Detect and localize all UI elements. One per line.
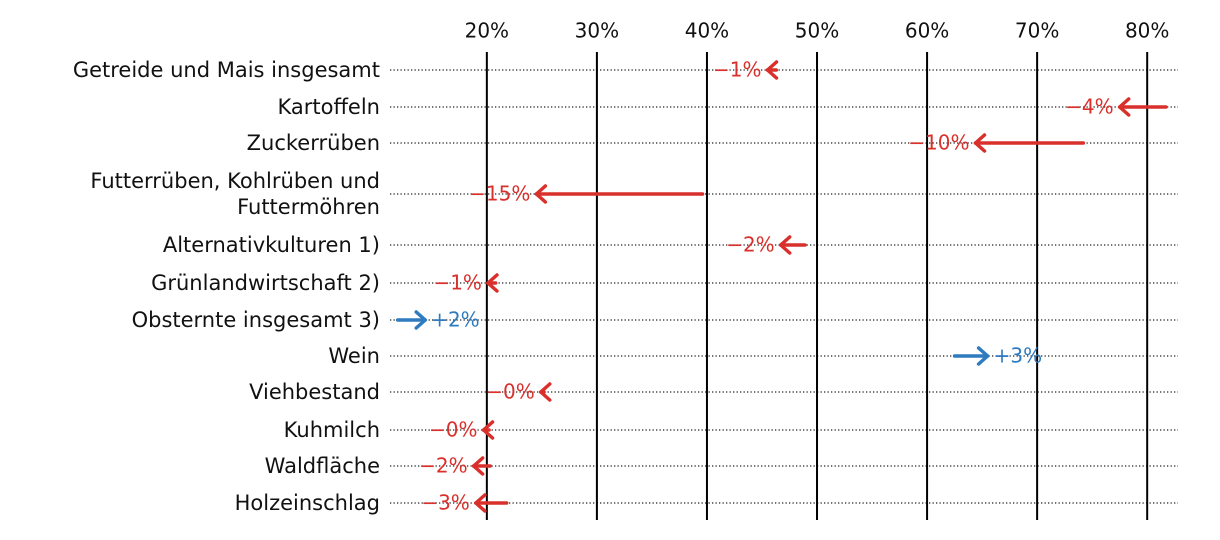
arrow-part (481, 420, 495, 440)
x-tick-label: 50% (795, 19, 839, 43)
value-label: +2% (431, 308, 480, 332)
arrow (486, 273, 499, 293)
arrow (1117, 97, 1168, 117)
value-label: −0% (429, 418, 478, 442)
category-label: Obsternte insgesamt 3) (131, 308, 380, 332)
arrow-part (976, 346, 990, 366)
value-label: −3% (421, 491, 470, 515)
arrow (534, 184, 705, 204)
arrow-part (471, 456, 485, 476)
arrow (973, 133, 1086, 153)
category-label: Kartoffeln (277, 95, 380, 119)
arrow-part (778, 235, 792, 255)
value-label: −10% (908, 131, 969, 155)
x-tick-label: 60% (905, 19, 949, 43)
arrow (474, 493, 509, 513)
arrow-part (765, 60, 779, 80)
category-label: Holzeinschlag (234, 491, 380, 515)
value-label: −1% (433, 271, 482, 295)
x-tick-label: 70% (1015, 19, 1059, 43)
arrow-part (534, 184, 548, 204)
arrow-part (973, 133, 987, 153)
x-tick-label: 80% (1125, 19, 1169, 43)
x-tick-label: 40% (685, 19, 729, 43)
category-label: Getreide und Mais insgesamt (72, 58, 380, 82)
value-label: −4% (1065, 95, 1114, 119)
value-label: −2% (419, 454, 468, 478)
arrow (539, 382, 552, 402)
arrow (952, 346, 990, 366)
arrow-part (1117, 97, 1131, 117)
arrow-part (474, 493, 487, 513)
category-label: Grünlandwirtschaft 2) (151, 271, 380, 295)
arrow (778, 235, 807, 255)
arrow-part (414, 310, 427, 330)
value-label: −1% (713, 58, 762, 82)
category-label: Kuhmilch (283, 418, 380, 442)
value-label: −2% (726, 233, 775, 257)
value-label: +3% (994, 344, 1042, 368)
arrow (481, 420, 495, 440)
category-label: Zuckerrüben (246, 131, 380, 155)
x-tick-label: 30% (575, 19, 619, 43)
arrow (765, 60, 779, 80)
arrow (395, 310, 427, 330)
category-label: Wein (328, 344, 380, 368)
value-label: −15% (469, 182, 530, 206)
category-label: Viehbestand (249, 380, 380, 404)
category-label: Waldfläche (264, 454, 380, 478)
x-tick-label: 20% (465, 19, 509, 43)
arrow (471, 456, 492, 476)
category-label: Futterrüben, Kohlrüben und Futtermöhren (90, 169, 380, 219)
value-label: −0% (486, 380, 535, 404)
arrow-part (539, 382, 552, 402)
category-label: Alternativkulturen 1) (162, 233, 380, 257)
arrow-part (486, 273, 499, 293)
